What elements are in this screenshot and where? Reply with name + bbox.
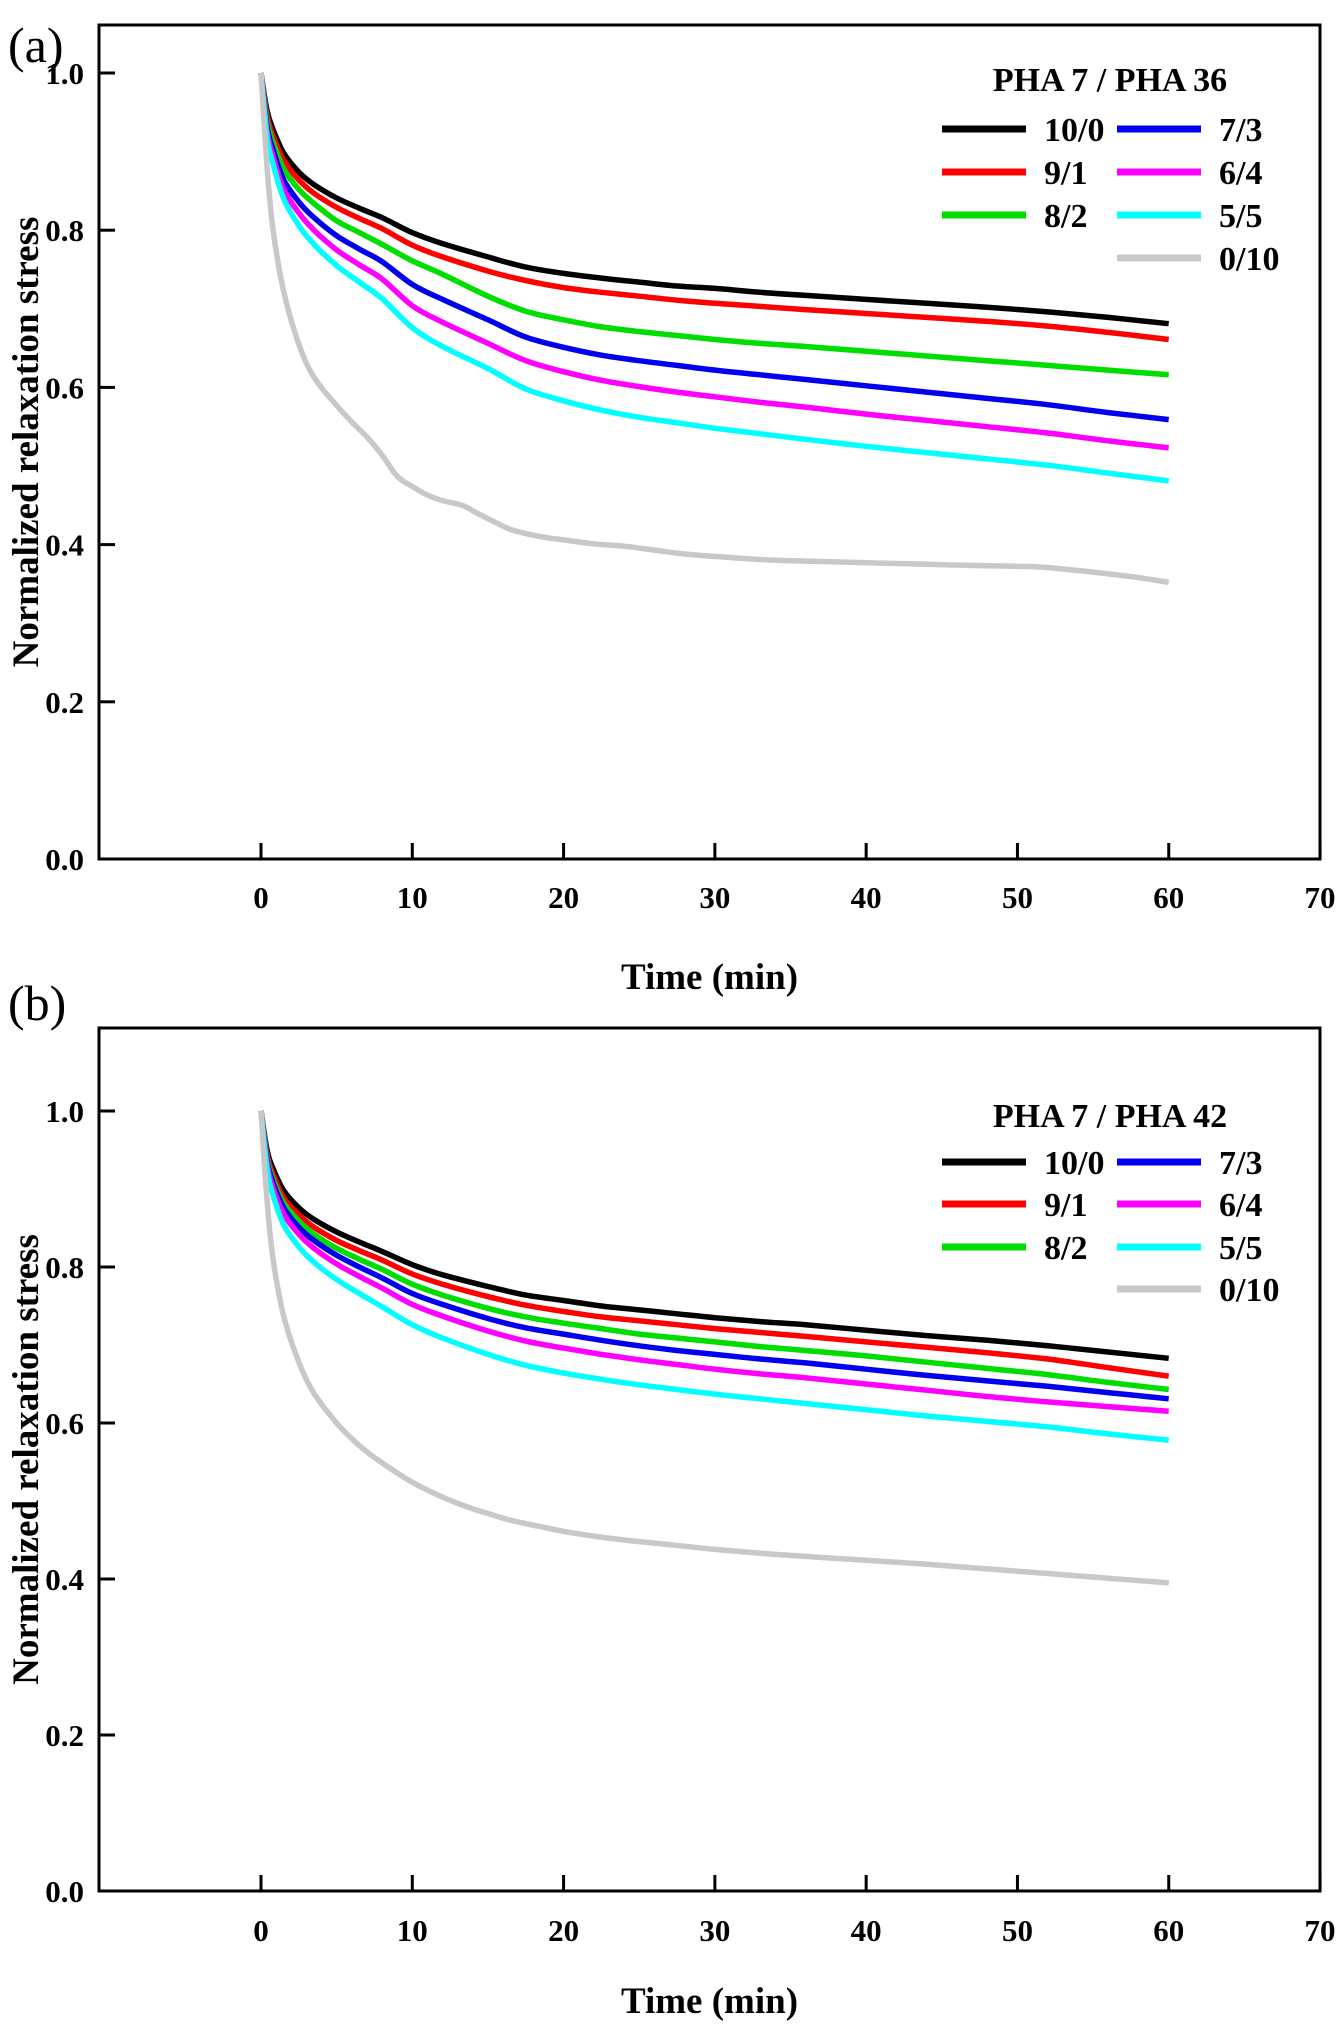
panel-b-y-tick-label: 0.6 — [45, 1406, 84, 1441]
panel-b-x-tick-label: 30 — [699, 1913, 730, 1948]
panel-a-legend-label-10-0: 10/0 — [1044, 112, 1104, 149]
panel-b-legend-label-10-0: 10/0 — [1044, 1145, 1104, 1182]
panel-b-series-7-3-line — [258, 1110, 1169, 1402]
panel-b-series-5-5-line — [258, 1110, 1170, 1443]
panel-b-y-tick-label: 0.4 — [45, 1562, 84, 1597]
panel-a-label: (a) — [8, 17, 64, 73]
panel-b-label: (b) — [8, 975, 66, 1031]
panel-a-y-tick-label: 0.4 — [45, 528, 84, 563]
panel-a-y-tick-label: 0.6 — [45, 370, 84, 405]
panel-b-x-tick-label: 50 — [1002, 1913, 1033, 1948]
panel-b-legend-label-0-10: 0/10 — [1219, 1272, 1279, 1309]
panel-a-series-7-3-line — [258, 72, 1170, 423]
panel-a-x-axis-title: Time (min) — [621, 957, 798, 998]
panel-b-y-tick-label: 1.0 — [45, 1094, 84, 1129]
panel-b-legend-label-8-2: 8/2 — [1044, 1230, 1087, 1267]
panel-b-y-tick-label: 0.0 — [45, 1874, 84, 1909]
panel-a-legend-label-6-4: 6/4 — [1219, 155, 1262, 192]
panel-b-y-axis-title: Normalized relaxation stress — [6, 1234, 47, 1685]
panel-a-x-tick-label: 40 — [851, 880, 882, 915]
panel-a-series-5-5-line — [258, 72, 1170, 484]
panel-a-x-tick-label: 0 — [253, 880, 269, 915]
panel-b-series-6-4-line — [258, 1110, 1169, 1415]
panel-b-x-tick-label: 70 — [1305, 1913, 1336, 1948]
panel-a-series-6-4-line — [258, 72, 1170, 451]
panel-a-x-tick-label: 20 — [548, 880, 579, 915]
panel-a-legend-label-5-5: 5/5 — [1219, 198, 1262, 235]
panel-b-series-10-0-line — [258, 1110, 1170, 1362]
panel-a-y-tick-label: 1.0 — [45, 56, 84, 91]
panel-b-x-axis-title: Time (min) — [621, 1981, 798, 2022]
panel-a-x-tick-label: 50 — [1002, 880, 1033, 915]
panel-a-series-0-10-line — [258, 72, 1170, 586]
panel-a-series-9-1-line — [258, 72, 1170, 343]
panel-b-legend-title: PHA 7 / PHA 42 — [993, 1098, 1227, 1135]
panel-b-legend-label-9-1: 9/1 — [1044, 1187, 1087, 1224]
panel-a-series-8-2-line — [258, 72, 1169, 378]
panel-a-y-tick-label: 0.2 — [45, 685, 84, 720]
panel-a-x-tick-label: 60 — [1153, 880, 1184, 915]
panel-a-series-10-0-line — [258, 72, 1169, 327]
panel-a-x-tick-label: 30 — [699, 880, 730, 915]
panel-b-legend-label-6-4: 6/4 — [1219, 1187, 1262, 1224]
panel-b-plot-box — [97, 1026, 1322, 1893]
panel-a-x-tick-label: 10 — [397, 880, 428, 915]
panel-b-legend-label-5-5: 5/5 — [1219, 1230, 1262, 1267]
panel-a-x-tick-label: 70 — [1305, 880, 1336, 915]
panel-b-x-tick-label: 10 — [397, 1913, 428, 1948]
panel-b-legend-label-7-3: 7/3 — [1219, 1145, 1262, 1182]
panel-b-y-tick-label: 0.2 — [45, 1718, 84, 1753]
panel-a-legend-title: PHA 7 / PHA 36 — [993, 62, 1227, 99]
panel-b-x-tick-label: 20 — [548, 1913, 579, 1948]
panel-b-x-tick-label: 0 — [253, 1913, 269, 1948]
panel-b-x-tick-label: 60 — [1153, 1913, 1184, 1948]
panel-a-legend-label-7-3: 7/3 — [1219, 112, 1262, 149]
panel-a-plot-box — [97, 23, 1322, 861]
panel-b-x-tick-label: 40 — [851, 1913, 882, 1948]
panel-b-series-0-10-line — [258, 1110, 1169, 1586]
panel-a-y-tick-label: 0.8 — [45, 213, 84, 248]
panel-b-series-9-1-line — [258, 1110, 1170, 1379]
panel-b-series-8-2-line — [258, 1110, 1170, 1393]
panel-b-y-tick-label: 0.8 — [45, 1250, 84, 1285]
panel-a-legend-label-9-1: 9/1 — [1044, 155, 1087, 192]
panel-a-y-axis-title: Normalized relaxation stress — [6, 217, 47, 668]
panel-a-legend-label-0-10: 0/10 — [1219, 241, 1279, 278]
panel-a-legend-label-8-2: 8/2 — [1044, 198, 1087, 235]
panel-a-y-tick-label: 0.0 — [45, 842, 84, 877]
